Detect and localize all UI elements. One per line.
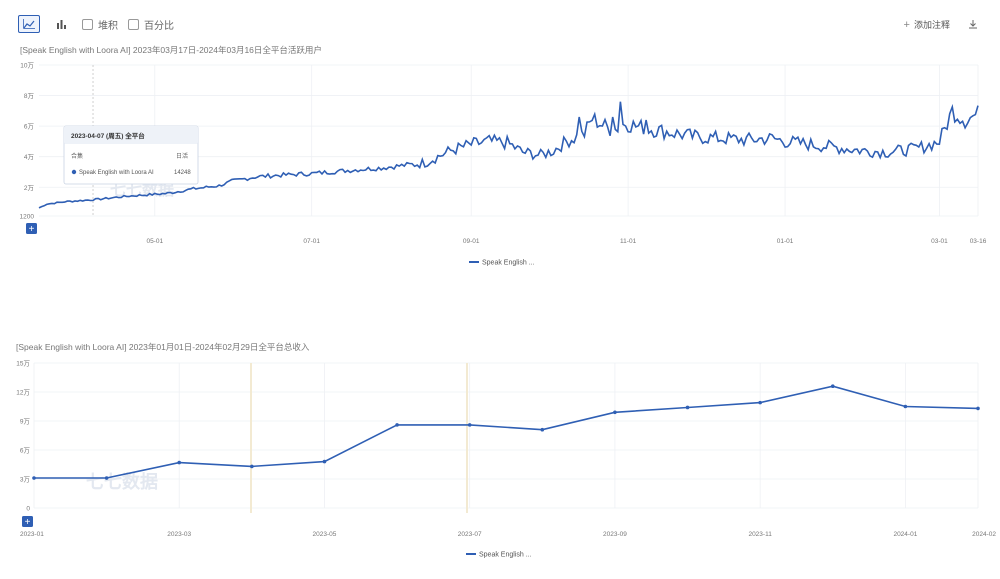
- chart2-watermark: 七七数据: [86, 471, 158, 492]
- chart2-x-tick-label: 2023-03: [167, 531, 191, 538]
- chart1-x-tick-label: 01-01: [777, 238, 794, 245]
- chart1-legend-label: Speak English ...: [482, 260, 535, 267]
- chart1-svg: 1200 2万 4万 6万 8万 10万 05-01 07-01 09-01 11-01 01-0…: [20, 62, 987, 267]
- chart2-data-point: [104, 476, 109, 480]
- chart2-y-tick-label: 9万: [20, 418, 31, 426]
- chart1-x-tick-label: 09-01: [463, 238, 480, 245]
- chart2-y-tick-label: 3万: [20, 476, 31, 484]
- chart2-data-point: [903, 404, 908, 409]
- add-annotation-button[interactable]: + 添加注释: [904, 18, 950, 31]
- chart2-x-tick-label: 2023-01: [20, 531, 44, 538]
- checkbox-icon: [128, 18, 139, 30]
- chart1-x-tick-label: 05-01: [146, 238, 163, 245]
- chart2-y-tick-label: 12万: [16, 389, 30, 397]
- tooltip-row-name: Speak English with Loora AI: [79, 170, 154, 176]
- chart1-y-tick-label: 2万: [24, 184, 35, 192]
- chart2-title: [Speak English with Loora AI] 2023年01月01…: [16, 342, 310, 352]
- chart2-y-tick-label: 6万: [20, 447, 31, 455]
- chart2-x-axis: 2023-01 2023-03 2023-05 2023-07 2023-09 2023-…: [20, 531, 996, 538]
- chart2-data-point: [758, 400, 762, 405]
- chart1-title: [Speak English with Loora AI] 2023年03月17…: [20, 45, 322, 55]
- chart2-x-tick-label: 2023-07: [458, 531, 482, 538]
- chart2-data-point: [250, 464, 254, 469]
- chart1-y-axis: 1200 2万 4万 6万 8万 10万: [20, 62, 35, 221]
- chart2-x-tick-label: 2024-01: [893, 531, 917, 538]
- tooltip-date: 2023-04-07 (周五) 全平台: [71, 131, 145, 140]
- tooltip-col-value: 日活: [176, 152, 188, 160]
- plus-icon: +: [25, 517, 31, 528]
- chart2-x-tick-label: 2023-05: [313, 531, 337, 538]
- chart1-tooltip: 2023-04-07 (周五) 全平台 合集 日活 Speak English …: [63, 125, 199, 185]
- chart1-y-tick-label: 10万: [20, 62, 34, 70]
- chart2-y-axis: 0 3万 6万 9万 12万 15万: [16, 360, 30, 513]
- chart2-zoom-button[interactable]: +: [22, 516, 33, 528]
- chart2-data-point: [177, 460, 182, 465]
- chart2-data-point: [830, 384, 835, 389]
- chart1-y-tick-label: 4万: [24, 153, 35, 161]
- chart2-series-line: [34, 385, 979, 479]
- tooltip-col-name: 合集: [71, 152, 83, 160]
- chart2-points: [32, 384, 980, 480]
- chart2-data-point: [467, 423, 472, 427]
- tooltip-series-dot: [71, 169, 77, 175]
- chart1-x-tick-label: 03-01: [931, 238, 948, 245]
- checkbox-icon: [82, 18, 93, 30]
- add-annotation-label: 添加注释: [913, 20, 950, 30]
- right-toolbar: + 添加注释: [904, 18, 978, 31]
- chart2-data-point: [613, 410, 617, 415]
- chart2-data-point: [976, 406, 980, 411]
- chart2-x-tick-label: 2023-09: [603, 531, 627, 538]
- cumulative-checkbox[interactable]: 堆积: [82, 17, 118, 32]
- line-chart-icon: [23, 19, 35, 29]
- chart2-legend[interactable]: Speak English ...: [466, 552, 532, 559]
- chart2-data-point: [322, 459, 327, 464]
- plus-icon: +: [903, 18, 910, 31]
- chart2-legend-label: Speak English ...: [479, 552, 532, 559]
- chart2-data-point: [32, 476, 36, 480]
- chart1-series-line: [38, 101, 979, 209]
- chart2-y-tick-label: 15万: [16, 360, 30, 368]
- chart1-zoom-button[interactable]: +: [26, 223, 37, 235]
- download-button[interactable]: [968, 19, 978, 31]
- percent-label: 百分比: [144, 20, 174, 32]
- bar-chart-button[interactable]: [50, 15, 72, 33]
- chart2-y-tick-label: 0: [26, 506, 30, 513]
- download-icon: [969, 19, 977, 28]
- tooltip-row-value: 14248: [174, 170, 191, 176]
- chart2-data-point: [395, 423, 399, 427]
- chart2-data-point: [685, 405, 690, 410]
- chart1-x-axis: 05-01 07-01 09-01 11-01 01-01 03-01 03-16: [146, 238, 986, 245]
- percent-checkbox[interactable]: 百分比: [128, 17, 174, 32]
- chart1-y-tick-label: 1200: [20, 214, 35, 221]
- chart2-x-tick-label: 2024-02: [972, 531, 996, 538]
- plus-icon: +: [29, 224, 35, 235]
- chart1-legend[interactable]: Speak English ...: [469, 260, 535, 267]
- chart1-y-tick-label: 8万: [24, 92, 35, 100]
- chart1-x-tick-label: 03-16: [970, 238, 987, 245]
- chart1-x-tick-label: 07-01: [303, 238, 320, 245]
- cumulative-label: 堆积: [98, 20, 118, 32]
- chart-toolbar: 堆积 百分比: [18, 14, 174, 34]
- chart1-y-tick-label: 6万: [24, 123, 35, 131]
- chart2-data-point: [540, 427, 545, 432]
- chart2-x-tick-label: 2023-11: [748, 531, 772, 538]
- line-chart-button[interactable]: [18, 15, 40, 33]
- chart2-gridlines: [33, 362, 979, 509]
- chart1-x-tick-label: 11-01: [620, 238, 637, 245]
- bar-chart-icon: [57, 20, 66, 29]
